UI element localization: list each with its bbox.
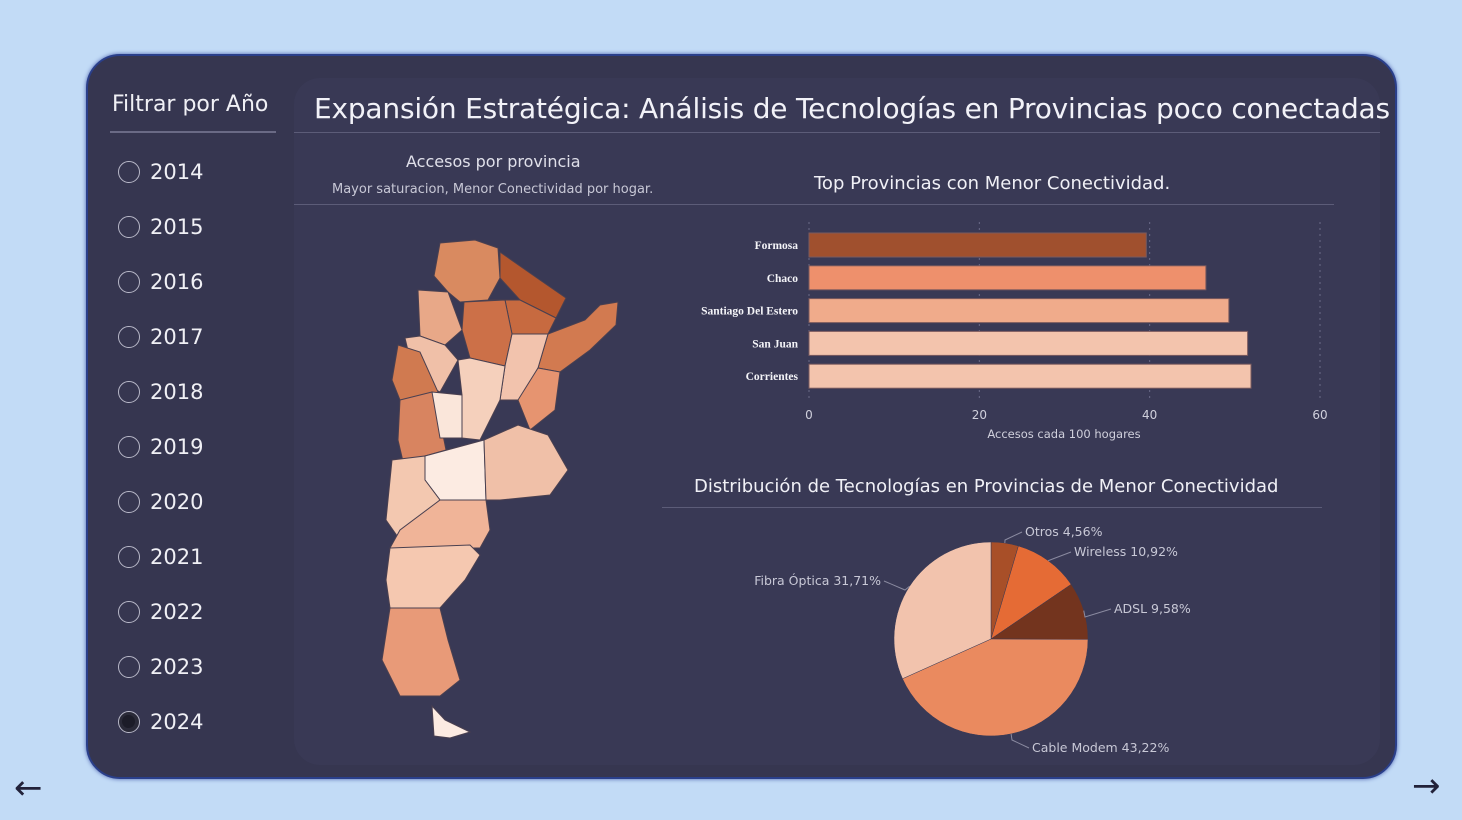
radio-button[interactable] <box>118 271 140 293</box>
pie-slice-cable-modem[interactable] <box>902 638 1089 737</box>
radio-button[interactable] <box>118 546 140 568</box>
radio-button[interactable] <box>118 491 140 513</box>
year-option-2015[interactable]: 2015 <box>118 215 203 239</box>
x-axis-label: Accesos cada 100 hogares <box>987 427 1140 441</box>
year-label: 2023 <box>150 655 204 679</box>
leader-line <box>1047 551 1072 562</box>
bar-chaco[interactable] <box>808 265 1207 291</box>
year-option-2023[interactable]: 2023 <box>118 655 203 679</box>
year-option-2021[interactable]: 2021 <box>118 545 203 569</box>
year-label: 2018 <box>150 380 204 404</box>
radio-button[interactable] <box>118 161 140 183</box>
year-option-2024[interactable]: 2024 <box>118 710 203 734</box>
map-title: Accesos por provincia <box>406 152 581 171</box>
radio-button[interactable] <box>118 216 140 238</box>
divider <box>694 204 1334 205</box>
divider <box>662 507 1322 508</box>
report-frame: Filtrar por Año 2014 2015 2016 2017 2018 2019… <box>86 54 1397 779</box>
year-option-2018[interactable]: 2018 <box>118 380 203 404</box>
year-label: 2022 <box>150 600 204 624</box>
bar-santiago-del-estero[interactable] <box>808 298 1230 324</box>
pie-slice-wireless[interactable] <box>990 545 1072 640</box>
radio-button[interactable] <box>118 436 140 458</box>
bar-chart: 0 20 40 60 Formosa Chaco Santiago Del Estero Sa… <box>701 222 1328 441</box>
divider <box>110 131 276 133</box>
bar-corrientes[interactable] <box>808 363 1252 389</box>
year-option-2017[interactable]: 2017 <box>118 325 203 349</box>
pie-data-label: ADSL 9,58% <box>1114 601 1191 616</box>
x-tick-label: 20 <box>972 408 987 422</box>
y-category-label: Formosa <box>755 240 799 252</box>
bar-formosa[interactable] <box>808 232 1147 258</box>
page-title: Expansión Estratégica: Análisis de Tecno… <box>314 92 1390 125</box>
leader-line <box>1004 531 1023 544</box>
year-label: 2024 <box>150 710 204 734</box>
forward-arrow-button[interactable]: → <box>1412 766 1441 806</box>
radio-button[interactable] <box>118 381 140 403</box>
pie-slice-fibra-óptica[interactable] <box>893 541 992 680</box>
pie-data-label: Wireless 10,92% <box>1074 544 1178 559</box>
year-label: 2014 <box>150 160 204 184</box>
year-filter: Filtrar por Año 2014 2015 2016 2017 2018 2019… <box>88 56 288 777</box>
year-label: 2021 <box>150 545 204 569</box>
map-subtitle: Mayor saturacion, Menor Conectividad por… <box>332 182 654 197</box>
argentina-map[interactable] <box>381 239 619 739</box>
leader-line <box>1083 608 1112 618</box>
divider <box>294 132 1380 133</box>
bar-san-juan[interactable] <box>808 330 1249 356</box>
year-label: 2017 <box>150 325 204 349</box>
pie-data-label: Cable Modem 43,22% <box>1032 740 1169 755</box>
y-category-label: Chaco <box>767 273 799 285</box>
radio-button[interactable] <box>118 711 140 733</box>
year-label: 2020 <box>150 490 204 514</box>
x-tick-label: 0 <box>805 408 813 422</box>
year-label: 2019 <box>150 435 204 459</box>
year-option-2020[interactable]: 2020 <box>118 490 203 514</box>
y-category-label: Corrientes <box>746 371 799 383</box>
year-option-2019[interactable]: 2019 <box>118 435 203 459</box>
pie-chart: Otros 4,56% Wireless 10,92% ADSL 9,58% Cabl… <box>754 524 1191 755</box>
year-label: 2016 <box>150 270 204 294</box>
leader-line <box>1010 733 1030 749</box>
x-tick-label: 40 <box>1142 408 1157 422</box>
year-label: 2015 <box>150 215 204 239</box>
filter-title: Filtrar por Año <box>112 92 269 117</box>
radio-button[interactable] <box>118 326 140 348</box>
radio-button[interactable] <box>118 656 140 678</box>
radio-button[interactable] <box>118 601 140 623</box>
pie-data-label: Fibra Óptica 31,71% <box>754 573 881 588</box>
year-option-2016[interactable]: 2016 <box>118 270 203 294</box>
pie-data-label: Otros 4,56% <box>1025 524 1103 539</box>
year-option-2022[interactable]: 2022 <box>118 600 203 624</box>
map-svg: 0 20 40 60 Formosa Chaco Santiago Del Estero Sa… <box>381 222 1328 755</box>
y-category-label: Santiago Del Estero <box>701 306 798 318</box>
bar-chart-title: Top Provincias con Menor Conectividad. <box>814 173 1171 194</box>
x-tick-label: 60 <box>1312 408 1327 422</box>
pie-chart-title: Distribución de Tecnologías en Provincia… <box>694 476 1279 497</box>
divider <box>294 204 706 205</box>
leader-line <box>883 580 910 591</box>
y-category-label: San Juan <box>752 338 798 350</box>
back-arrow-button[interactable]: ← <box>14 768 43 808</box>
year-option-2014[interactable]: 2014 <box>118 160 203 184</box>
